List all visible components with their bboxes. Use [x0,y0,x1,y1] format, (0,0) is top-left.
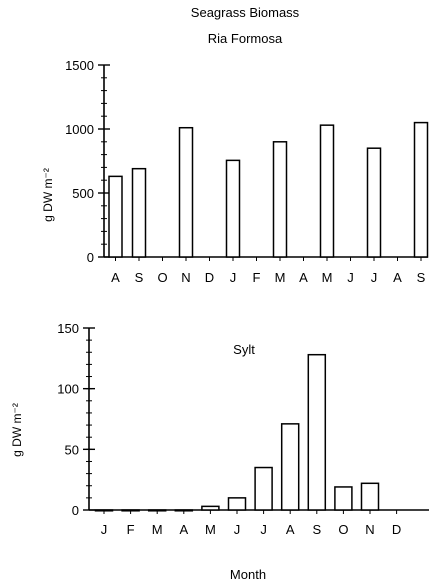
x-tick-label: D [392,522,401,537]
chart-sylt: 0 50 100 150 g DW m⁻² J F M A M J J A S O N D [10,321,429,537]
x-tick-label: N [181,270,190,285]
bar [94,509,114,512]
bar [121,509,140,512]
bar [413,121,429,258]
x-tick-label: J [371,270,378,285]
bar [272,141,288,258]
x-tick-label: J [234,522,241,537]
bar [108,175,123,258]
bar [366,147,382,258]
y-tick-label: 500 [72,186,94,201]
figure-title: Seagrass Biomass [191,5,300,20]
x-tick-label: O [157,270,167,285]
bar [334,486,353,511]
x-tick-label: J [347,270,354,285]
bar [360,482,380,511]
y-axis-label: g DW m⁻² [41,168,55,222]
y-axis-label: g DW m⁻² [10,403,24,457]
x-tick-label: A [299,270,308,285]
bar [174,509,194,512]
x-tick-label: M [205,522,216,537]
chart2-title: Sylt [233,342,255,357]
y-tick-label: 100 [57,382,79,397]
x-tick-label: J [260,522,267,537]
bar [227,497,247,511]
bar [225,159,241,258]
x-axis-label: Month [230,567,266,582]
y-tick-label: 50 [65,442,79,457]
x-tick-label: A [393,270,402,285]
bar [201,505,220,511]
bar [147,509,167,512]
x-tick-label: S [417,270,426,285]
x-tick-label: S [312,522,321,537]
x-tick-label: O [338,522,348,537]
y-tick-label: 0 [72,503,79,518]
x-tick-label: N [365,522,374,537]
x-tick-label: M [152,522,163,537]
bar [319,124,335,258]
x-tick-label: J [230,270,237,285]
bar [307,353,327,511]
chart1-title: Ria Formosa [208,31,283,46]
x-tick-label: M [322,270,333,285]
bar [131,167,147,258]
y-tick-label: 150 [57,321,79,336]
y-tick-label: 0 [87,250,94,265]
bar [254,466,273,511]
x-tick-label: D [205,270,214,285]
x-tick-label: A [286,522,295,537]
x-tick-label: J [101,522,108,537]
x-tick-label: A [179,522,188,537]
bar [178,126,194,258]
y-tick-label: 1500 [65,58,94,73]
x-tick-label: F [253,270,261,285]
x-tick-label: F [127,522,135,537]
y-tick-label: 1000 [65,122,94,137]
x-tick-label: M [275,270,286,285]
x-tick-label: S [135,270,144,285]
bar [280,423,300,511]
x-tick-label: A [111,270,120,285]
